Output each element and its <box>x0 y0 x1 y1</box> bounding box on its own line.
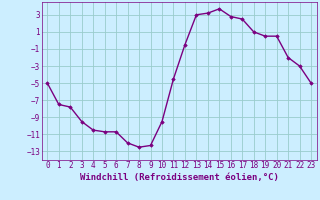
X-axis label: Windchill (Refroidissement éolien,°C): Windchill (Refroidissement éolien,°C) <box>80 173 279 182</box>
